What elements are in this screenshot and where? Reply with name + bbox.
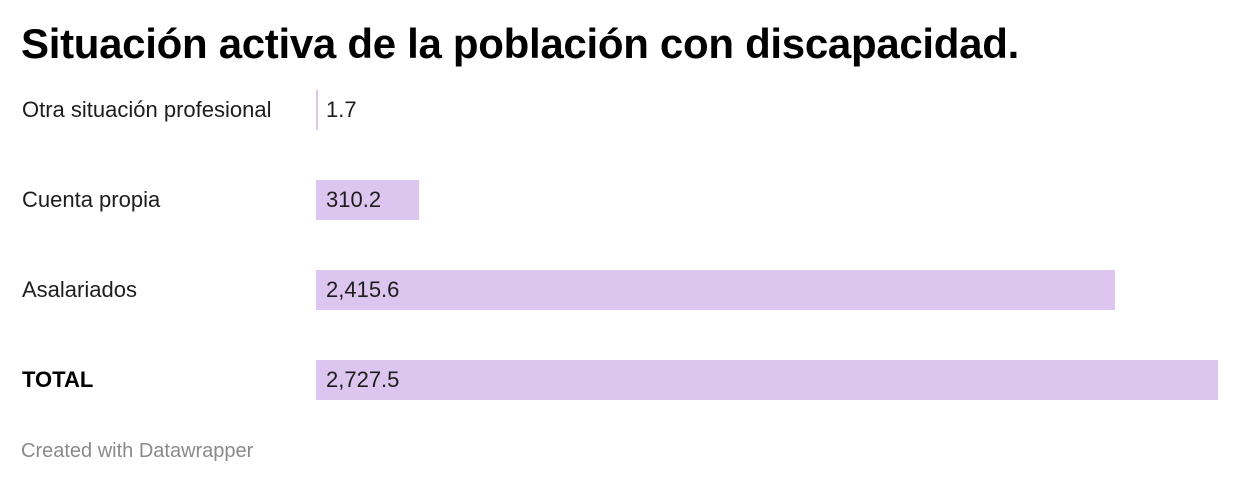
chart-title: Situación activa de la población con dis… <box>21 20 1019 67</box>
bar <box>316 360 1218 400</box>
category-label: Asalariados <box>22 277 137 302</box>
value-label: 2,415.6 <box>326 277 400 302</box>
bar-row: Asalariados 2,415.6 <box>0 270 1240 310</box>
category-label: Cuenta propia <box>22 187 161 212</box>
attribution-footer: Created with Datawrapper <box>21 440 254 462</box>
bar-row: Otra situación profesional 1.7 <box>0 90 1240 130</box>
bar-row: TOTAL 2,727.5 <box>0 360 1240 400</box>
category-label: TOTAL <box>22 367 94 392</box>
value-label: 2,727.5 <box>326 367 400 392</box>
category-label: Otra situación profesional <box>22 97 272 122</box>
bar <box>316 90 318 130</box>
value-label: 310.2 <box>326 187 382 212</box>
bar <box>316 270 1115 310</box>
value-label: 1.7 <box>326 97 357 122</box>
bar-row: Cuenta propia 310.2 <box>0 180 1240 220</box>
bar <box>316 180 419 220</box>
